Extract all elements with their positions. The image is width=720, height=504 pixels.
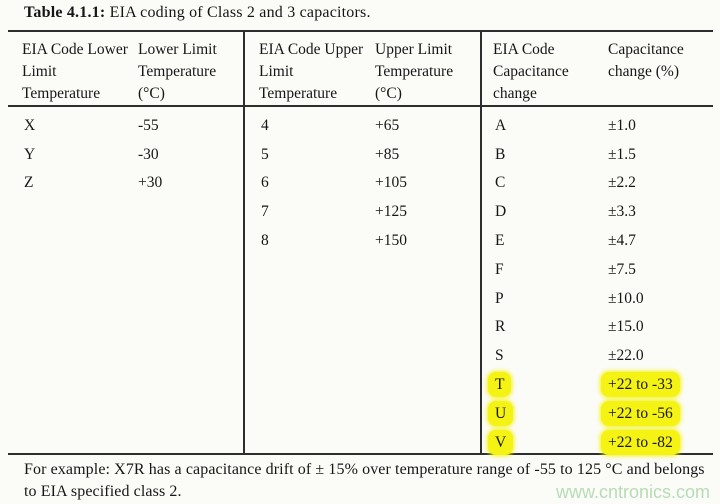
eia-code-cell: F: [495, 260, 504, 278]
header-cell: Upper Limit Temperature (°C): [375, 41, 454, 102]
eia-code-cell: D: [495, 203, 507, 221]
eia-code-cell: 8: [261, 232, 269, 250]
value-cell: +125: [375, 203, 407, 221]
eia-code-cell: V: [482, 429, 608, 455]
value-cell: ±1.0: [608, 116, 636, 134]
value-cell: +150: [375, 232, 407, 250]
value-cell: ±7.5: [608, 260, 636, 278]
table-row: S ±22.0: [482, 341, 711, 370]
header-cell: Lower Limit Temperature (°C): [138, 41, 217, 102]
table-row: 4 +65: [245, 111, 480, 140]
value-cell: ±22.0: [608, 347, 644, 365]
header-separator-line: [8, 105, 713, 107]
table-row: B ±1.5: [482, 140, 711, 169]
value-cell: ±4.7: [608, 232, 636, 250]
eia-code-cell: 5: [261, 145, 269, 163]
group-header: EIA Code Capacitance change Capacitance …: [482, 32, 711, 107]
value-cell: ±15.0: [608, 318, 644, 336]
table-row: P ±10.0: [482, 284, 711, 313]
watermark-text: www.cntronics.com: [555, 482, 710, 502]
group-body: A ±1.0 B ±1.5 C ±2.2 D ±3.3 E ±4.7 F ±7.5 P ±10…: [482, 107, 711, 457]
eia-code-cell: A: [495, 116, 507, 134]
group-body: 4 +65 5 +85 6 +105 7 +125 8 +150: [245, 107, 480, 255]
group-body: X -55 Y -30 Z +30: [8, 107, 243, 197]
table-row: R ±15.0: [482, 313, 711, 342]
eia-code-cell: 4: [261, 116, 269, 134]
value-cell: +105: [375, 174, 407, 192]
eia-code-cell: B: [495, 145, 506, 163]
column-group-capacitance-change: EIA Code Capacitance change Capacitance …: [480, 32, 711, 455]
table-row-highlighted: T +22 to -33: [482, 370, 711, 399]
group-header: EIA Code Lower Limit Temperature Lower L…: [8, 32, 243, 107]
eia-code-cell: R: [495, 318, 506, 336]
table-row: A ±1.0: [482, 111, 711, 140]
eia-code-cell: C: [495, 174, 506, 192]
table-row: F ±7.5: [482, 255, 711, 284]
table-row: 8 +150: [245, 226, 480, 255]
eia-code-cell: E: [495, 232, 505, 250]
header-cell: EIA Code Upper Limit Temperature: [259, 41, 364, 102]
value-cell: +22 to -56: [601, 400, 711, 426]
table-row: 6 +105: [245, 169, 480, 198]
value-cell: +65: [375, 116, 400, 134]
eia-code-cell: T: [482, 372, 608, 398]
value-cell: ±3.3: [608, 203, 636, 221]
column-group-lower-limit: EIA Code Lower Limit Temperature Lower L…: [8, 32, 243, 453]
eia-code-cell: U: [482, 400, 608, 426]
group-header: EIA Code Upper Limit Temperature Upper L…: [245, 32, 480, 107]
table-footnote: For example: X7R has a capacitance drift…: [24, 461, 705, 500]
table-row: X -55: [8, 111, 243, 140]
table-row: 5 +85: [245, 140, 480, 169]
value-cell: ±10.0: [608, 289, 644, 307]
table-caption-number: Table 4.1.1:: [24, 4, 106, 21]
value-cell: +30: [138, 174, 163, 192]
table-row: Z +30: [8, 169, 243, 198]
table-row-highlighted: V +22 to -82: [482, 428, 711, 457]
eia-code-cell: 7: [261, 203, 269, 221]
eia-code-cell: S: [495, 347, 504, 365]
table-caption-text: EIA coding of Class 2 and 3 capacitors.: [105, 4, 371, 21]
eia-code-cell: P: [495, 289, 504, 307]
table-caption: Table 4.1.1: EIA coding of Class 2 and 3…: [24, 4, 371, 22]
eia-code-cell: Z: [24, 174, 34, 192]
value-cell: ±1.5: [608, 145, 636, 163]
table-row: D ±3.3: [482, 197, 711, 226]
value-cell: ±2.2: [608, 174, 636, 192]
header-cell: Capacitance change (%): [608, 41, 684, 80]
column-group-upper-limit: EIA Code Upper Limit Temperature Upper L…: [243, 32, 480, 453]
value-cell: -30: [138, 145, 159, 163]
table-row: C ±2.2: [482, 169, 711, 198]
table-row: 7 +125: [245, 197, 480, 226]
header-cell: EIA Code Capacitance change: [493, 41, 569, 102]
value-cell: +22 to -33: [601, 372, 711, 398]
table-row: Y -30: [8, 140, 243, 169]
value-cell: -55: [138, 116, 159, 134]
value-cell: +85: [375, 145, 400, 163]
table-row: E ±4.7: [482, 226, 711, 255]
eia-coding-table: EIA Code Lower Limit Temperature Lower L…: [8, 30, 713, 455]
value-cell: +22 to -82: [601, 429, 711, 455]
eia-code-cell: X: [24, 116, 36, 134]
header-cell: EIA Code Lower Limit Temperature: [22, 41, 128, 102]
eia-code-cell: 6: [261, 174, 269, 192]
eia-code-cell: Y: [24, 145, 36, 163]
table-row-highlighted: U +22 to -56: [482, 399, 711, 428]
